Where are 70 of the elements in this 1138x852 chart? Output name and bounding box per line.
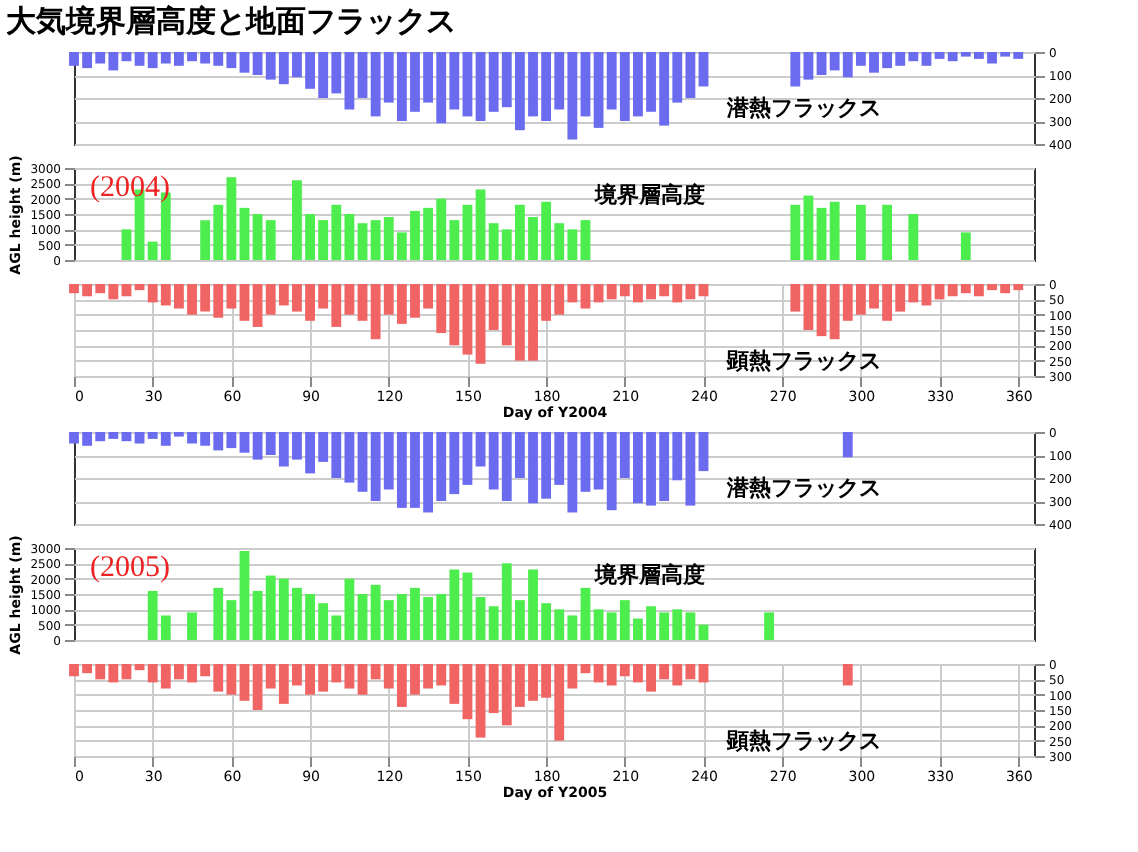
bar [357,284,368,321]
bar [134,284,145,291]
bar [764,612,774,640]
bar [475,664,486,738]
bar [803,284,814,330]
bar [908,214,919,260]
bar [239,284,250,321]
bar [855,204,866,260]
bar [121,229,132,260]
bar [462,52,473,117]
series-label: 境界層高度 [593,561,705,588]
bar [580,220,591,260]
series-label: 潜熱フラックス [724,475,881,502]
bar [921,284,932,306]
series-label: 境界層高度 [593,181,705,208]
bar [580,284,591,309]
bar [790,204,801,260]
bar [475,52,486,121]
bar [462,284,473,355]
bar [790,52,801,87]
bar [121,52,132,62]
bar [239,52,250,73]
bar [921,52,932,66]
bar [580,432,591,492]
bar [357,594,368,640]
bar [475,432,486,467]
bar [187,612,197,640]
bar [357,223,368,260]
bar [698,432,709,472]
bar [462,432,473,485]
bar [239,664,250,701]
bar [462,664,473,720]
bar [960,232,971,260]
annotation: (2004) [90,172,170,204]
bar [580,587,591,640]
bar [357,52,368,98]
bar [357,664,368,695]
bar [121,432,132,442]
bar [790,284,801,312]
bar [816,207,827,260]
bar [803,195,814,260]
bar [462,204,473,260]
text: 顕熱フラックス [724,728,881,755]
series-label: 顕熱フラックス [724,348,881,375]
chart-title: 大気境界層高度と地面フラックス [6,3,457,39]
annotation: (2005) [90,552,170,584]
bar [475,597,486,640]
bar [842,664,853,686]
bar [475,284,486,364]
bar [462,572,473,640]
bar [239,432,250,453]
bar [803,52,814,80]
bar [580,52,591,117]
bar [134,52,145,66]
series-label: 潜熱フラックス [724,95,881,122]
bar [882,204,893,260]
bar [816,52,827,75]
bar [934,52,945,59]
bar [357,432,368,492]
bar [829,201,840,260]
bar [239,207,250,260]
bar [698,52,709,87]
bar [134,432,145,444]
bar [239,551,250,640]
bar [698,664,709,683]
bar [580,664,591,674]
bar [475,189,486,260]
bar [842,432,853,458]
bar [816,284,827,337]
bar [134,664,145,671]
